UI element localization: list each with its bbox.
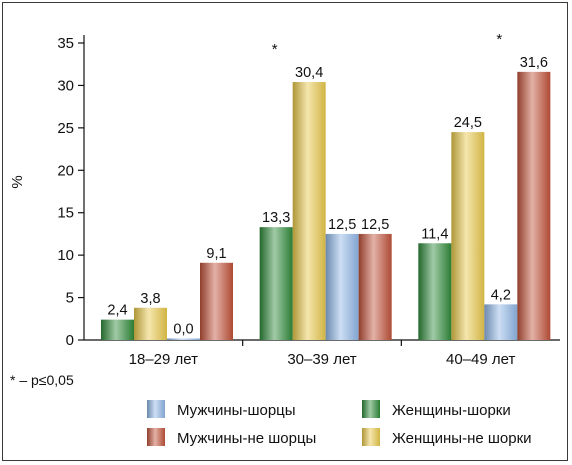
y-axis-label: % bbox=[9, 175, 26, 188]
y-tick-label: 30 bbox=[57, 77, 74, 94]
data-label: 24,5 bbox=[454, 115, 482, 131]
legend-label: Мужчины-не шорцы bbox=[177, 430, 316, 447]
y-tick-label: 20 bbox=[57, 162, 74, 179]
data-label: 12,5 bbox=[361, 217, 389, 233]
bar bbox=[451, 132, 485, 340]
data-label: 4,2 bbox=[491, 287, 511, 303]
bars bbox=[101, 71, 551, 340]
legend-swatch bbox=[362, 428, 380, 446]
data-labels: 2,4 3,8 0,0 9,1 13,3 30,4 * 12,5 12,5 11,4 24,5 4,2… bbox=[107, 31, 548, 338]
legend-label: Женщины-не шорки bbox=[392, 430, 532, 447]
data-label: 12,5 bbox=[328, 217, 356, 233]
bar bbox=[418, 243, 452, 340]
significance-marker: * bbox=[272, 41, 278, 58]
data-label: 2,4 bbox=[107, 303, 127, 319]
y-tick-label: 0 bbox=[66, 332, 74, 349]
data-label: 9,1 bbox=[206, 246, 226, 262]
legend-swatch bbox=[362, 400, 380, 418]
data-label: 0,0 bbox=[173, 322, 193, 338]
bar bbox=[167, 338, 200, 340]
data-label: 13,3 bbox=[262, 210, 290, 226]
y-tick-label: 10 bbox=[57, 247, 74, 264]
y-tick-label: 5 bbox=[66, 290, 74, 307]
y-tick-label: 35 bbox=[57, 35, 74, 52]
data-label: 3,8 bbox=[140, 291, 160, 307]
bar bbox=[134, 307, 167, 340]
x-category-label: 18–29 лет bbox=[129, 351, 198, 368]
legend-label: Мужчины-шорцы bbox=[177, 402, 296, 419]
bar bbox=[101, 319, 134, 340]
y-tick-label: 15 bbox=[57, 205, 74, 222]
bar bbox=[358, 233, 392, 340]
bar bbox=[259, 227, 293, 340]
bar bbox=[200, 262, 233, 340]
y-tick-label: 25 bbox=[57, 120, 74, 137]
bar bbox=[325, 233, 359, 340]
x-category-label: 40–49 лет bbox=[446, 351, 515, 368]
legend-swatch bbox=[147, 428, 165, 446]
legend-label: Женщины-шорки bbox=[392, 402, 511, 419]
x-category-label: 30–39 лет bbox=[287, 351, 356, 368]
significance-marker: * bbox=[496, 31, 502, 48]
data-label: 30,4 bbox=[295, 65, 323, 81]
legend: Мужчины-шорцы Женщины-шорки Мужчины-не шор… bbox=[147, 400, 532, 447]
data-label: 31,6 bbox=[520, 55, 548, 71]
footnote: * – p≤0,05 bbox=[10, 372, 74, 388]
data-label: 11,4 bbox=[421, 226, 448, 242]
bar bbox=[292, 82, 326, 340]
bar bbox=[484, 304, 518, 340]
legend-swatch bbox=[147, 400, 165, 418]
bar bbox=[517, 71, 551, 340]
